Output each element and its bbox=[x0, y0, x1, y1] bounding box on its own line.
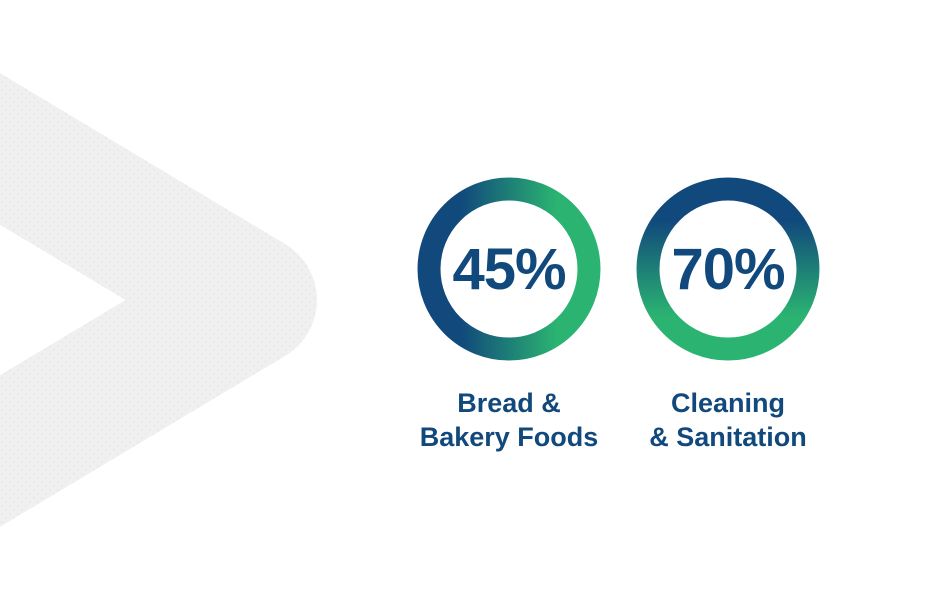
donut-ring-bread-bakery: 45% bbox=[417, 177, 601, 361]
gradient-ring bbox=[417, 177, 601, 361]
gradient-ring bbox=[636, 177, 820, 361]
stat-label-line2: Bakery Foods bbox=[419, 421, 599, 452]
donut-ring-svg bbox=[636, 177, 820, 361]
stat-label-line2: & Sanitation bbox=[649, 421, 807, 452]
stat-label: Bread & Bakery Foods bbox=[394, 387, 624, 455]
stat-cleaning-sanitation: 70% Cleaning & Sanitation bbox=[613, 177, 843, 455]
percent-value: 70% bbox=[671, 236, 785, 302]
stat-label: Cleaning & Sanitation bbox=[613, 387, 843, 455]
chevron-shape bbox=[0, 73, 317, 527]
stat-label-line1: Cleaning bbox=[670, 388, 785, 418]
donut-ring-svg bbox=[417, 177, 601, 361]
stat-label-line1: Bread & bbox=[457, 388, 561, 418]
stat-bread-bakery: 45% Bread & Bakery Foods bbox=[394, 177, 624, 455]
donut-ring-cleaning-sanitation: 70% bbox=[636, 177, 820, 361]
percent-value: 45% bbox=[452, 236, 566, 302]
